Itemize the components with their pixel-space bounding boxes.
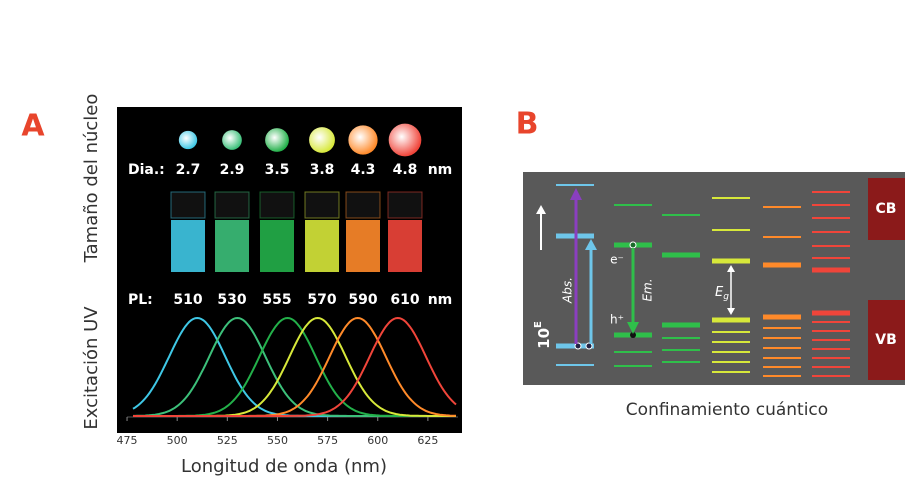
panel-label: B (516, 107, 539, 142)
x-tick-label: 475 (117, 434, 138, 447)
vial-liquid (388, 220, 422, 272)
energy-exp: E (533, 321, 544, 328)
nanoparticle (222, 130, 242, 150)
vial-liquid (305, 220, 339, 272)
vial-liquid (215, 220, 249, 272)
diameter-label: 4.8 (393, 162, 418, 178)
pl-label: PL: (128, 292, 153, 308)
vial-liquid (260, 220, 294, 272)
vb-label: VB (875, 332, 897, 348)
nanoparticle (179, 131, 197, 149)
cb-label: CB (876, 201, 897, 217)
dia-label: Dia.: (128, 162, 165, 178)
pl-label: 530 (217, 292, 246, 308)
y-label: Tamaño del núcleo (81, 94, 102, 264)
nanoparticle (265, 128, 289, 152)
x-tick-label: 625 (417, 434, 438, 447)
vial-cap (346, 192, 380, 218)
pl-label: 610 (390, 292, 419, 308)
vial-cap (171, 192, 205, 218)
vial-cap (260, 192, 294, 218)
nanoparticle (309, 127, 335, 153)
pl-label: 555 (262, 292, 291, 308)
x-tick-label: 525 (217, 434, 238, 447)
energy-base: 10 (535, 328, 553, 349)
pl-label: 590 (348, 292, 377, 308)
vial-cap (305, 192, 339, 218)
vial-liquid (171, 220, 205, 272)
diameter-label: 2.9 (220, 162, 245, 178)
eg-subscript: g (723, 292, 729, 302)
pl-unit: nm (428, 292, 453, 308)
nanoparticle (348, 125, 377, 154)
x-tick-label: 600 (367, 434, 388, 447)
abs-label: Abs. (561, 277, 575, 304)
vial-cap (215, 192, 249, 218)
pl-label: 510 (173, 292, 202, 308)
x-label: Longitud de onda (nm) (181, 456, 387, 477)
pl-label: 570 (307, 292, 336, 308)
diameter-label: 2.7 (176, 162, 201, 178)
hole-label: h⁺ (610, 313, 624, 327)
vial-liquid (346, 220, 380, 272)
x-tick-label: 575 (317, 434, 338, 447)
electron-label: e⁻ (610, 253, 624, 267)
diameter-label: 3.5 (265, 162, 290, 178)
vial-cap (388, 192, 422, 218)
x-tick-label: 500 (167, 434, 188, 447)
figure: A B Tamaño del núcleo Excitación UV Long… (0, 0, 908, 479)
y-label: Excitación UV (81, 306, 102, 430)
electron (630, 242, 636, 248)
panel-b-background (523, 172, 905, 385)
diameter-label: 4.3 (351, 162, 376, 178)
em-label: Em. (641, 278, 655, 301)
dia-unit: nm (428, 162, 453, 178)
panel-label: A (21, 109, 45, 144)
x-tick-label: 550 (267, 434, 288, 447)
caption: Confinamiento cuántico (626, 400, 828, 420)
diameter-label: 3.8 (310, 162, 335, 178)
nanoparticle (389, 124, 422, 157)
